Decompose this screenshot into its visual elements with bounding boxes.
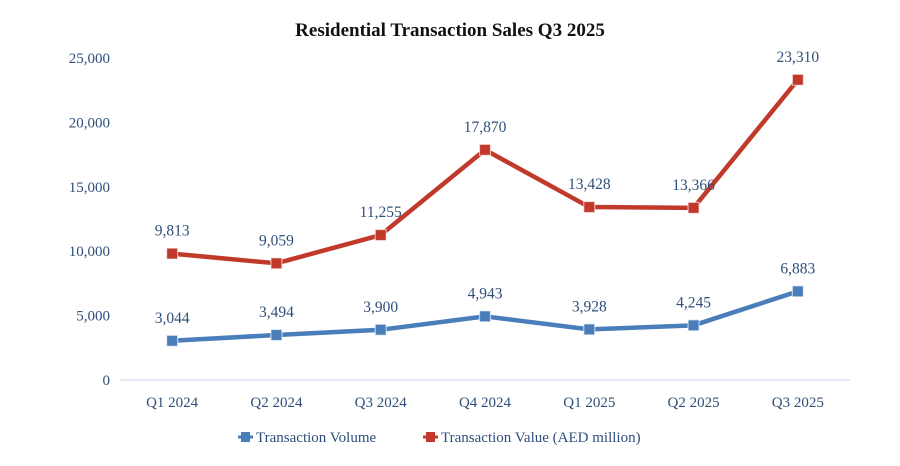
legend-marker-swatch (426, 432, 435, 442)
data-label: 23,310 (777, 49, 820, 66)
data-label: 6,883 (780, 260, 815, 277)
legend-marker-swatch (241, 432, 250, 442)
series-transaction-volume: 3,044 3,494 3,900 4,943 3,928 4,245 6,883 (155, 260, 816, 347)
data-point-marker (270, 328, 283, 342)
data-point-marker (687, 201, 700, 214)
y-axis: 0 5,000 10,000 15,000 20,000 25,000 (69, 51, 110, 389)
data-label: 3,900 (363, 299, 398, 316)
y-tick-label: 15,000 (69, 180, 110, 196)
data-point-marker (166, 334, 179, 347)
data-point-marker (270, 257, 283, 270)
y-tick-label: 0 (103, 373, 111, 389)
data-label: 9,059 (259, 232, 294, 249)
y-tick-label: 5,000 (76, 309, 110, 325)
data-point-marker (583, 323, 596, 336)
data-label: 3,044 (155, 310, 190, 327)
x-tick-label: Q2 2025 (668, 395, 720, 411)
data-point-marker (478, 310, 492, 323)
data-point-marker (583, 200, 596, 214)
data-point-marker (374, 323, 387, 336)
y-tick-label: 20,000 (69, 115, 110, 131)
data-point-marker (791, 285, 804, 298)
x-tick-label: Q2 2024 (250, 395, 303, 411)
legend-item: Transaction Volume (238, 430, 376, 446)
legend-label: Transaction Volume (256, 430, 376, 446)
legend: Transaction Volume Transaction Value (AED… (238, 430, 641, 446)
data-point-marker (687, 319, 700, 332)
x-tick-label: Q1 2024 (146, 395, 199, 411)
data-label: 3,494 (259, 304, 294, 321)
data-point-marker (478, 143, 492, 156)
x-tick-label: Q3 2025 (772, 395, 824, 411)
series-transaction-value: 9,813 9,059 11,255 17,870 13,428 13,366 23,310 (155, 49, 820, 270)
data-label: 13,428 (568, 176, 611, 193)
data-label: 3,928 (572, 298, 607, 315)
data-point-marker (791, 73, 804, 86)
data-label: 4,245 (676, 294, 711, 311)
y-tick-label: 25,000 (69, 51, 110, 67)
x-tick-label: Q4 2024 (459, 395, 512, 411)
data-label: 13,366 (672, 177, 715, 194)
x-tick-label: Q3 2024 (355, 395, 408, 411)
data-label: 9,813 (155, 223, 190, 240)
legend-item: Transaction Value (AED million) (423, 430, 641, 446)
legend-label: Transaction Value (AED million) (441, 430, 641, 446)
data-label: 17,870 (464, 119, 507, 136)
x-axis: Q1 2024 Q2 2024 Q3 2024 Q4 2024 Q1 2025 Q2 20… (146, 395, 824, 411)
data-label: 4,943 (468, 285, 503, 302)
x-tick-label: Q1 2025 (563, 395, 615, 411)
data-point-marker (166, 247, 179, 260)
data-label: 11,255 (360, 204, 402, 221)
y-tick-label: 10,000 (69, 244, 110, 260)
chart-title: Residential Transaction Sales Q3 2025 (295, 20, 605, 41)
data-point-marker (374, 228, 387, 242)
